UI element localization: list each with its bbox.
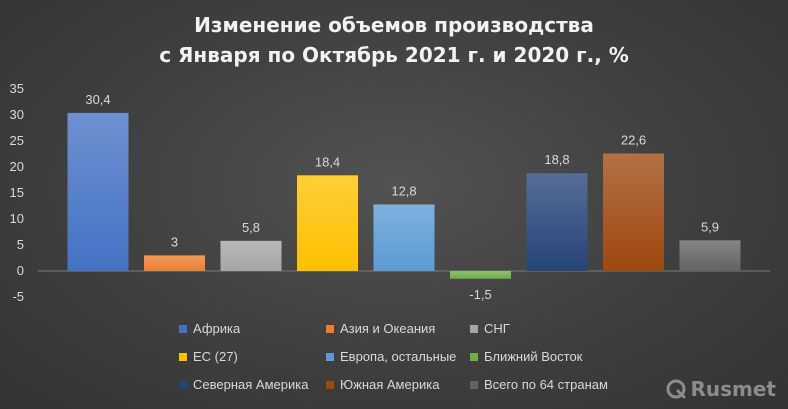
bar-value-label: 18,4	[315, 154, 340, 169]
bar	[603, 153, 664, 271]
rusmet-logo-icon	[666, 379, 686, 399]
bar-value-label: 5,9	[701, 219, 719, 234]
y-tick-label: -5	[12, 289, 24, 304]
bar	[67, 112, 129, 271]
bar	[144, 255, 205, 271]
y-tick-label: 25	[10, 133, 24, 148]
y-tick-label: 20	[10, 159, 24, 174]
bar-value-label: 18,8	[544, 152, 569, 167]
bar-value-label: 5,8	[242, 220, 260, 235]
y-tick-label: 35	[10, 81, 24, 96]
bar-value-label: -1,5	[469, 287, 491, 302]
bar	[373, 204, 435, 271]
bar-value-label: 30,4	[85, 92, 110, 107]
bar	[450, 271, 511, 279]
bar	[679, 240, 741, 271]
bars	[67, 112, 741, 279]
watermark: Rusmet	[665, 377, 776, 401]
y-tick-label: 10	[10, 211, 24, 226]
bar-value-label: 3	[171, 234, 178, 249]
y-tick-label: 0	[17, 263, 24, 278]
y-tick-label: 5	[17, 237, 24, 252]
y-axis-ticks: 35 30 25 20 15 10 5 0 -5	[10, 81, 24, 304]
y-tick-label: 15	[10, 185, 24, 200]
bar-value-labels: 30,4 3 5,8 18,4 12,8 -1,5 18,8 22,6 5,9	[85, 92, 719, 302]
chart-title-line-2: с Января по Октябрь 2021 г. и 2020 г., %	[159, 43, 629, 67]
bar-value-label: 22,6	[621, 132, 646, 147]
bar	[297, 175, 358, 271]
chart-title-line-1: Изменение объемов производства	[194, 13, 594, 37]
bar-value-label: 12,8	[391, 183, 416, 198]
watermark-text: Rusmet	[690, 377, 776, 401]
bar	[220, 240, 282, 271]
y-tick-label: 30	[10, 107, 24, 122]
bar	[526, 173, 588, 271]
chart-title: Изменение объемов производства с Января …	[0, 10, 788, 70]
